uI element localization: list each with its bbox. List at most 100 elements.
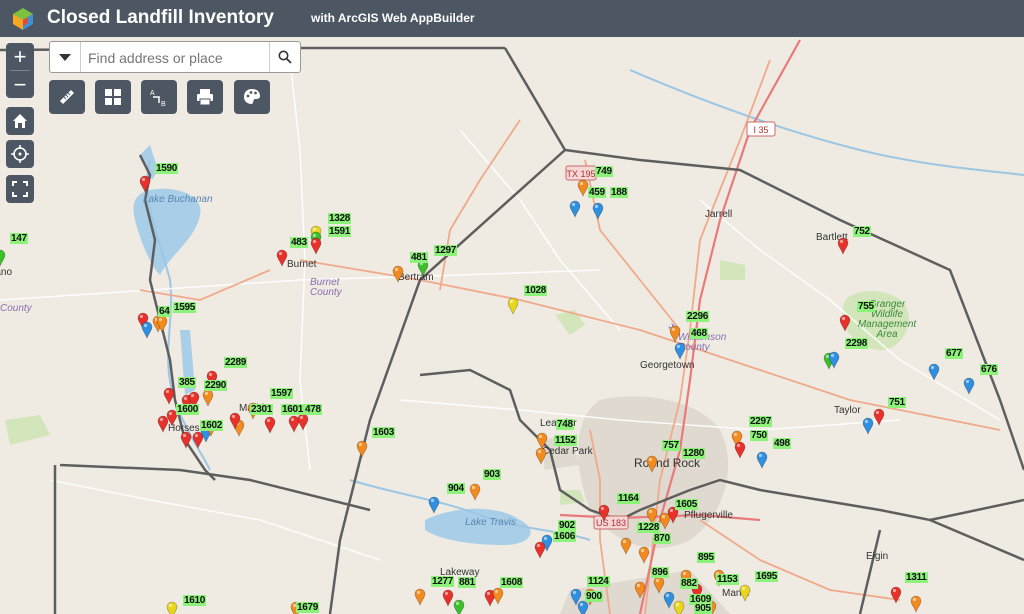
landfill-id-label: 1153	[716, 574, 739, 585]
landfill-marker-orange[interactable]	[414, 588, 426, 606]
landfill-id-label: 677	[945, 348, 963, 359]
landfill-id-label: 2289	[224, 357, 248, 368]
landfill-marker-red[interactable]	[442, 589, 454, 607]
landfill-id-label: 2301	[250, 404, 274, 415]
landfill-marker-orange[interactable]	[469, 483, 481, 501]
landfill-marker-red[interactable]	[180, 431, 192, 449]
landfill-id-label: 900	[585, 591, 603, 602]
landfill-id-label: 481	[410, 252, 428, 263]
landfill-id-label: 882	[680, 578, 698, 589]
landfill-marker-blue[interactable]	[428, 496, 440, 514]
landfill-marker-orange[interactable]	[646, 455, 658, 473]
printer-icon	[197, 89, 213, 106]
basemap-gallery-button[interactable]	[95, 80, 131, 114]
landfill-marker-yellow[interactable]	[166, 601, 178, 614]
my-location-button[interactable]	[6, 140, 34, 168]
landfill-marker-yellow[interactable]	[739, 584, 751, 602]
landfill-marker-red[interactable]	[276, 249, 288, 267]
landfill-marker-red[interactable]	[264, 416, 276, 434]
landfill-id-label: 870	[653, 533, 671, 544]
grid-icon	[105, 89, 121, 105]
landfill-marker-red[interactable]	[157, 415, 169, 433]
landfill-marker-red[interactable]	[288, 415, 300, 433]
home-icon	[13, 114, 27, 128]
search-button[interactable]	[269, 42, 300, 72]
landfill-id-label: 147	[10, 233, 28, 244]
landfill-marker-yellow[interactable]	[507, 297, 519, 315]
landfill-marker-red[interactable]	[598, 504, 610, 522]
landfill-marker-red[interactable]	[873, 408, 885, 426]
landfill-marker-yellow[interactable]	[673, 600, 685, 614]
landfill-marker-red[interactable]	[484, 589, 496, 607]
measure-button[interactable]	[49, 80, 85, 114]
landfill-marker-green[interactable]	[453, 599, 465, 614]
landfill-marker-green[interactable]	[0, 249, 6, 267]
home-button[interactable]	[6, 107, 34, 135]
zoom-in-button[interactable]: +	[13, 43, 27, 69]
landfill-marker-red[interactable]	[188, 391, 200, 409]
landfill-marker-blue[interactable]	[577, 600, 589, 614]
search-input[interactable]	[86, 47, 270, 69]
landfill-id-label: 1600	[176, 404, 200, 415]
landfill-id-label: 1311	[905, 572, 928, 583]
landfill-marker-red[interactable]	[297, 413, 309, 431]
landfill-marker-orange[interactable]	[492, 587, 504, 605]
landfill-marker-red[interactable]	[734, 441, 746, 459]
landfill-marker-red[interactable]	[192, 431, 204, 449]
print-button[interactable]	[187, 80, 223, 114]
place-label-georgetown: Georgetown	[640, 360, 695, 371]
landfill-marker-red[interactable]	[837, 237, 849, 255]
landfill-marker-orange[interactable]	[202, 389, 214, 407]
landfill-marker-red[interactable]	[139, 175, 151, 193]
draw-button[interactable]	[234, 80, 270, 114]
landfill-marker-orange[interactable]	[535, 447, 547, 465]
zoom-out-button[interactable]: −	[13, 71, 27, 97]
landfill-marker-blue[interactable]	[963, 377, 975, 395]
landfill-marker-blue[interactable]	[928, 363, 940, 381]
landfill-marker-red[interactable]	[667, 506, 679, 524]
landfill-marker-blue[interactable]	[663, 591, 675, 609]
map-canvas[interactable]: I 35 TX 195 US 183 ✈	[0, 37, 1024, 614]
landfill-id-label: 676	[980, 364, 998, 375]
landfill-marker-orange[interactable]	[653, 576, 665, 594]
app-header: Closed Landfill Inventory with ArcGIS We…	[0, 0, 1024, 37]
landfill-marker-orange[interactable]	[638, 546, 650, 564]
landfill-marker-orange[interactable]	[669, 325, 681, 343]
landfill-id-label: 1277	[431, 576, 455, 587]
landfill-marker-blue[interactable]	[674, 342, 686, 360]
landfill-marker-blue[interactable]	[570, 588, 582, 606]
landfill-marker-blue[interactable]	[862, 417, 874, 435]
app-logo-icon	[13, 8, 33, 30]
landfill-marker-red[interactable]	[229, 412, 241, 430]
landfill-marker-blue[interactable]	[828, 351, 840, 369]
landfill-marker-orange[interactable]	[634, 581, 646, 599]
landfill-marker-blue[interactable]	[756, 451, 768, 469]
landfill-marker-red[interactable]	[534, 541, 546, 559]
landfill-marker-red[interactable]	[890, 586, 902, 604]
landfill-marker-blue[interactable]	[592, 202, 604, 220]
place-label-manor: Manor	[722, 588, 751, 599]
landfill-marker-orange[interactable]	[536, 432, 548, 450]
landfill-marker-orange[interactable]	[392, 265, 404, 283]
landfill-marker-orange[interactable]	[577, 179, 589, 197]
landfill-marker-orange[interactable]	[910, 595, 922, 613]
fullscreen-button[interactable]	[6, 175, 34, 203]
place-label-burnet-county: Burnet County	[310, 277, 342, 298]
landfill-marker-orange[interactable]	[731, 430, 743, 448]
landfill-marker-orange[interactable]	[646, 507, 658, 525]
landfill-marker-red[interactable]	[839, 314, 851, 332]
landfill-marker-red[interactable]	[310, 237, 322, 255]
landfill-marker-orange[interactable]	[659, 512, 671, 530]
landfill-marker-red[interactable]	[163, 387, 175, 405]
landfill-marker-orange[interactable]	[356, 440, 368, 458]
landfill-marker-orange[interactable]	[620, 537, 632, 555]
landfill-marker-blue[interactable]	[569, 200, 581, 218]
landfill-id-label: 2290	[204, 380, 228, 391]
search-source-dropdown[interactable]	[50, 42, 81, 72]
landfill-marker-blue[interactable]	[141, 321, 153, 339]
place-label-llano-county: County	[0, 303, 32, 314]
landfill-marker-red[interactable]	[166, 409, 178, 427]
landfill-id-label: 1591	[328, 226, 352, 237]
